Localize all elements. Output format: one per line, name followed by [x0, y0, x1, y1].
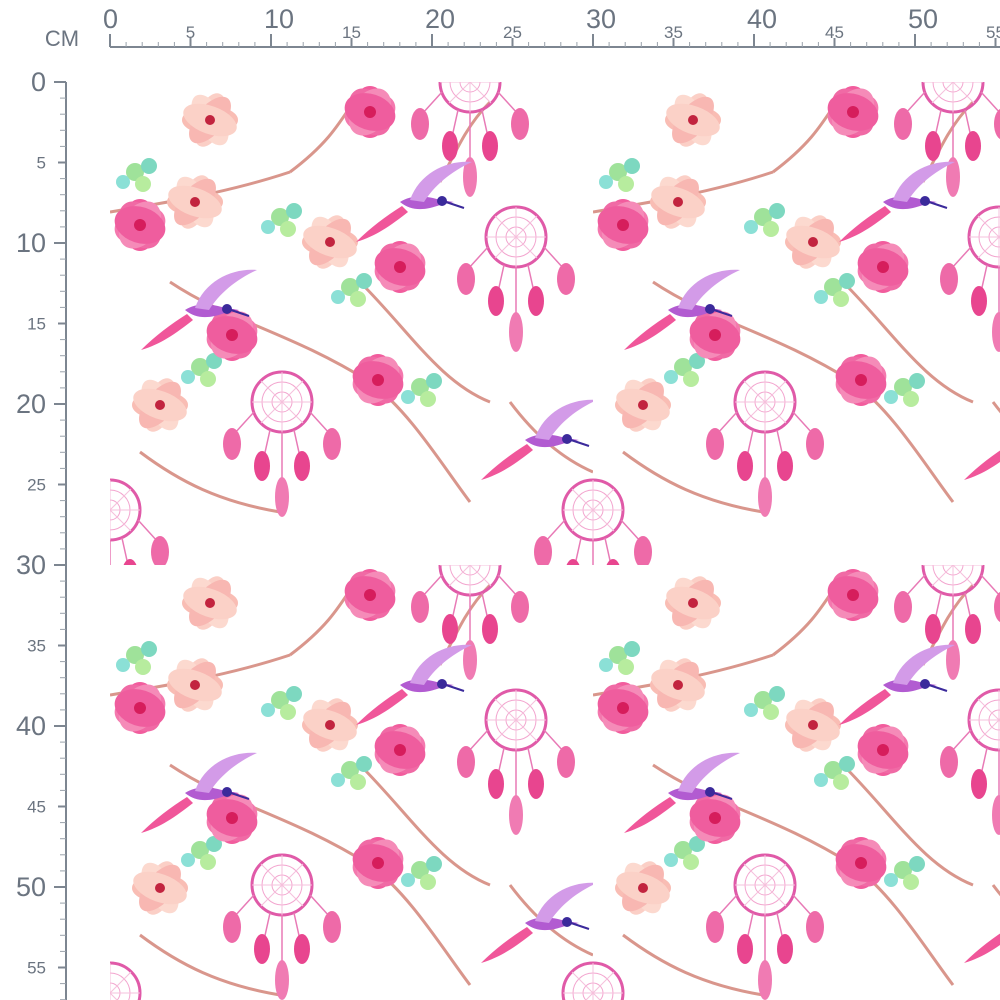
- top-tick-label: 45: [825, 23, 844, 42]
- fabric-swatch: [110, 82, 1000, 1000]
- top-tick-label: 20: [425, 4, 455, 34]
- left-tick-label: 45: [27, 798, 46, 817]
- left-tick-label: 30: [16, 550, 46, 580]
- top-tick-label: 15: [342, 23, 361, 42]
- left-tick-label: 25: [27, 476, 46, 495]
- top-tick-label: 40: [747, 4, 777, 34]
- left-tick-label: 50: [16, 872, 46, 902]
- unit-label: CM: [45, 26, 79, 51]
- top-tick-label: 30: [586, 4, 616, 34]
- left-tick-label: 10: [16, 228, 46, 258]
- left-tick-label: 15: [27, 315, 46, 334]
- top-tick-label: 25: [503, 23, 522, 42]
- left-tick-label: 40: [16, 711, 46, 741]
- left-tick-label: 5: [37, 154, 46, 173]
- top-tick-label: 50: [908, 4, 938, 34]
- left-tick-label: 35: [27, 637, 46, 656]
- left-tick-label: 0: [31, 67, 46, 97]
- left-tick-label: 55: [27, 959, 46, 978]
- top-tick-label: 5: [186, 23, 195, 42]
- top-tick-label: 0: [103, 4, 118, 34]
- top-tick-label: 35: [664, 23, 683, 42]
- top-tick-label: 10: [264, 4, 294, 34]
- top-tick-label: 55: [986, 23, 1000, 42]
- ruler-ticks: 0 5 10 15 20 25 30 35 40 45 50 55 0 5 10 15 20 25 30 35 40 45…: [16, 4, 1000, 1000]
- left-tick-label: 20: [16, 389, 46, 419]
